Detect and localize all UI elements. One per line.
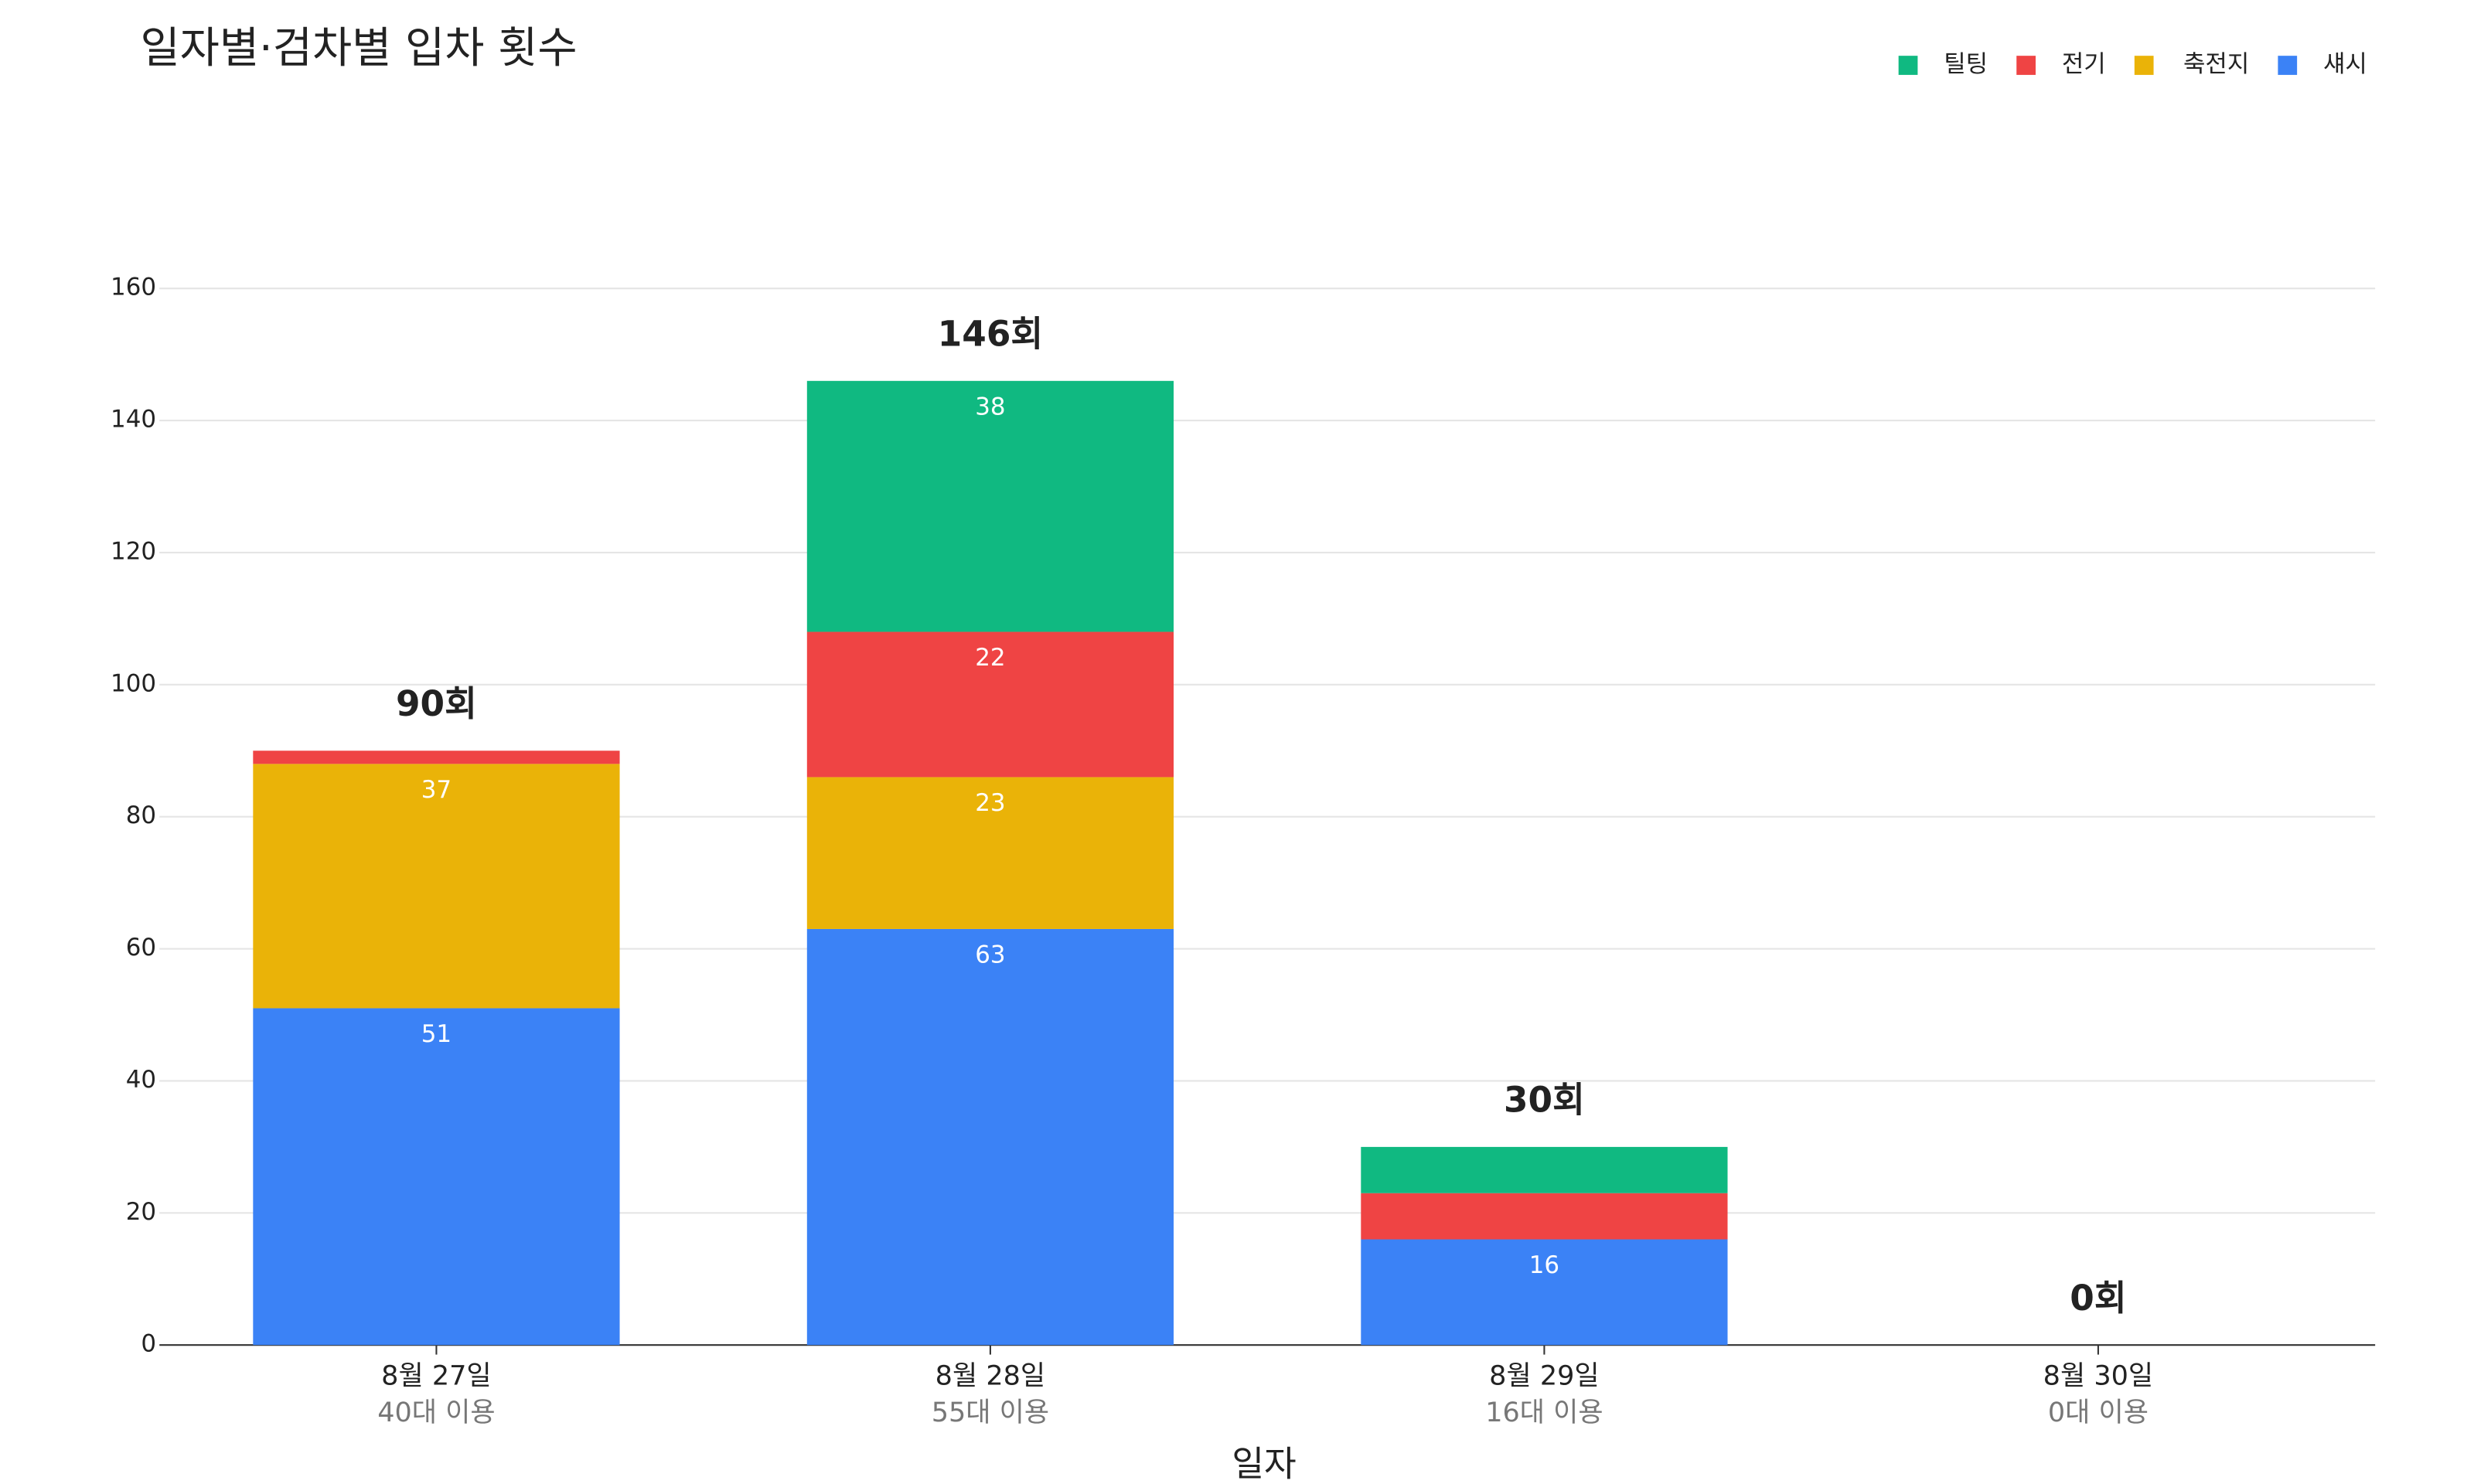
legend-label: 섀시 — [2323, 50, 2367, 78]
total-label: 30회 — [1504, 1080, 1585, 1121]
bar-segment — [806, 631, 1174, 778]
y-tick-label: 100 — [111, 669, 156, 697]
y-tick-label: 120 — [111, 537, 156, 565]
x-tick-label: 8월 30일 — [2043, 1360, 2154, 1391]
x-tick-label: 8월 27일 — [381, 1360, 492, 1391]
x-tick-label: 8월 29일 — [1489, 1360, 1600, 1391]
bar-segment — [806, 777, 1174, 929]
x-sublabel: 55대 이용 — [932, 1397, 1049, 1428]
bar-segment — [1361, 1239, 1728, 1346]
value-label: 37 — [421, 776, 452, 804]
value-label: 16 — [1529, 1251, 1559, 1279]
legend-label: 축전지 — [2183, 50, 2249, 78]
x-axis-label: 일자 — [1232, 1443, 1296, 1484]
bar-segment — [253, 1008, 620, 1346]
value-label: 63 — [975, 941, 1005, 968]
total-label: 90회 — [396, 683, 477, 724]
y-tick-label: 80 — [126, 802, 156, 829]
bar-segment — [806, 380, 1174, 632]
x-sublabel: 16대 이용 — [1485, 1397, 1603, 1428]
total-label: 146회 — [938, 314, 1043, 355]
y-tick-label: 0 — [141, 1330, 156, 1358]
total-label: 0회 — [2070, 1278, 2126, 1319]
legend-label: 전기 — [2062, 50, 2106, 78]
x-sublabel: 0대 이용 — [2048, 1397, 2149, 1428]
value-label: 22 — [975, 644, 1005, 672]
legend-swatch — [2016, 56, 2036, 75]
y-tick-label: 160 — [111, 274, 156, 301]
value-label: 23 — [975, 789, 1005, 817]
bar-segment — [806, 928, 1174, 1346]
y-tick-label: 20 — [126, 1198, 156, 1226]
y-tick-label: 40 — [126, 1066, 156, 1094]
bar-segment — [253, 764, 620, 1009]
legend-label: 틸팅 — [1944, 50, 1988, 78]
value-label: 51 — [421, 1020, 452, 1048]
bar-segment — [253, 751, 620, 764]
bar-segment — [1361, 1146, 1728, 1193]
value-label: 38 — [975, 393, 1005, 420]
x-sublabel: 40대 이용 — [377, 1397, 495, 1428]
y-tick-label: 140 — [111, 406, 156, 434]
legend-swatch — [1898, 56, 1918, 75]
y-tick-label: 60 — [126, 934, 156, 962]
x-tick-label: 8월 28일 — [935, 1360, 1046, 1391]
legend-swatch — [2278, 56, 2298, 75]
chart-title: 일자별·검차별 입차 횟수 — [140, 23, 577, 73]
bar-segment — [1361, 1193, 1728, 1240]
legend-swatch — [2134, 56, 2154, 75]
